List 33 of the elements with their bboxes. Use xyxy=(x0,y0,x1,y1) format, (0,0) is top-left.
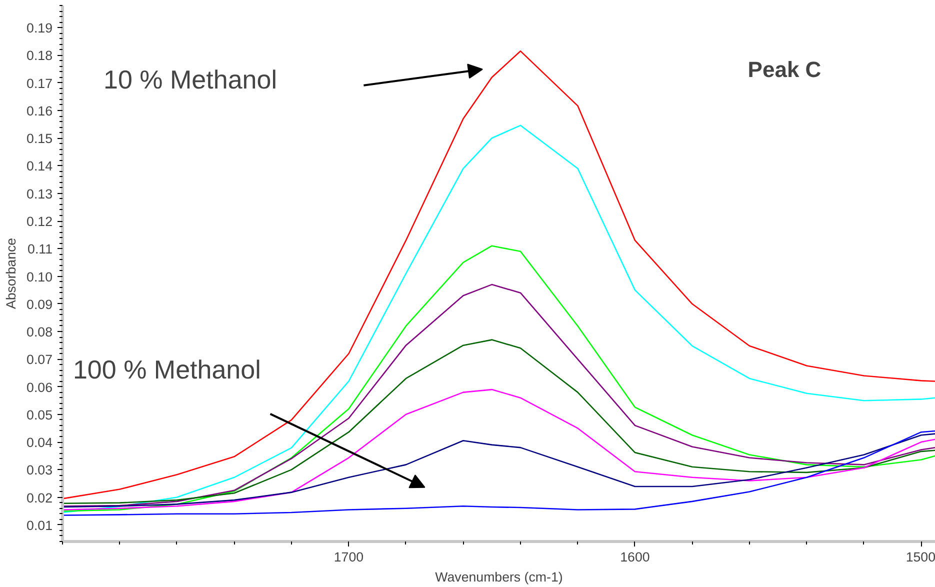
y-tick-label: 0.06 xyxy=(26,380,53,395)
y-tick-label: 0.03 xyxy=(26,462,53,478)
y-tick-label: 0.18 xyxy=(26,48,53,64)
y-tick-label: 0.09 xyxy=(26,296,53,312)
y-tick-label: 0.01 xyxy=(26,518,53,533)
x-tick-label: 1600 xyxy=(620,550,650,564)
annotation: Peak C xyxy=(748,56,822,82)
x-axis-title: Wavenumbers (cm-1) xyxy=(435,570,563,584)
y-tick-label: 0.14 xyxy=(26,158,54,174)
y-tick-label: 0.05 xyxy=(26,407,53,422)
y-tick-label: 0.10 xyxy=(26,269,53,284)
y-tick-label: 0.04 xyxy=(26,435,54,450)
line-series xyxy=(62,124,935,514)
x-tick-label: 1700 xyxy=(334,550,364,564)
y-tick-label: 0.16 xyxy=(26,103,53,118)
y-tick-label: 0.13 xyxy=(26,186,53,202)
x-tick-label: 1500 xyxy=(906,550,935,564)
y-tick-label: 0.07 xyxy=(26,352,53,368)
line-series xyxy=(62,284,935,507)
annotation: 100 % Methanol xyxy=(72,354,261,384)
y-tick-label: 0.11 xyxy=(28,242,52,257)
line-series xyxy=(62,50,935,500)
y-tick-label: 0.12 xyxy=(26,214,53,230)
y-tick-label: 0.19 xyxy=(26,20,53,36)
y-tick-label: 0.02 xyxy=(26,490,53,506)
annotation: 10 % Methanol xyxy=(104,64,277,94)
line-series xyxy=(62,339,935,504)
y-tick-label: 0.17 xyxy=(26,76,53,91)
y-axis-title: Absorbance xyxy=(4,238,19,310)
y-tick-label: 0.15 xyxy=(26,131,53,146)
y-tick-label: 0.08 xyxy=(26,324,53,340)
line-series xyxy=(62,245,935,512)
line-series xyxy=(62,388,935,510)
